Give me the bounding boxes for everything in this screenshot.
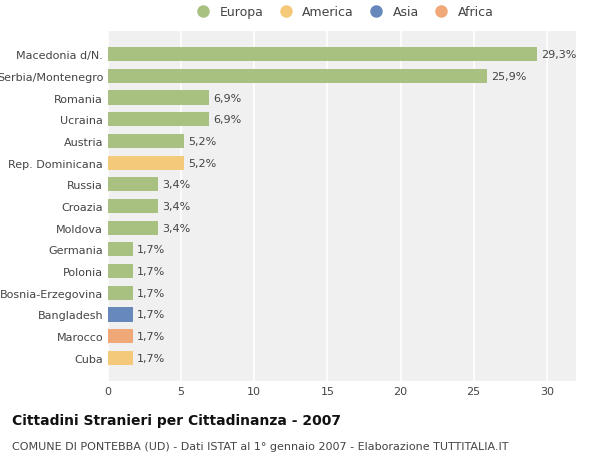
Text: 25,9%: 25,9% bbox=[491, 72, 527, 82]
Bar bbox=[108, 134, 184, 149]
Text: COMUNE DI PONTEBBA (UD) - Dati ISTAT al 1° gennaio 2007 - Elaborazione TUTTITALI: COMUNE DI PONTEBBA (UD) - Dati ISTAT al … bbox=[12, 441, 509, 451]
Bar bbox=[108, 330, 133, 343]
Text: 1,7%: 1,7% bbox=[137, 245, 166, 255]
Bar bbox=[108, 286, 133, 300]
Bar bbox=[108, 308, 133, 322]
Text: 6,9%: 6,9% bbox=[214, 115, 242, 125]
Text: 1,7%: 1,7% bbox=[137, 267, 166, 276]
Bar bbox=[108, 243, 133, 257]
Bar bbox=[108, 200, 158, 213]
Legend: Europa, America, Asia, Africa: Europa, America, Asia, Africa bbox=[191, 6, 493, 19]
Text: 3,4%: 3,4% bbox=[162, 223, 190, 233]
Text: 1,7%: 1,7% bbox=[137, 288, 166, 298]
Bar bbox=[108, 178, 158, 192]
Bar bbox=[108, 70, 487, 84]
Text: 1,7%: 1,7% bbox=[137, 353, 166, 363]
Bar bbox=[108, 221, 158, 235]
Bar bbox=[108, 351, 133, 365]
Text: 1,7%: 1,7% bbox=[137, 331, 166, 341]
Text: 5,2%: 5,2% bbox=[188, 137, 217, 146]
Bar bbox=[108, 156, 184, 170]
Text: Cittadini Stranieri per Cittadinanza - 2007: Cittadini Stranieri per Cittadinanza - 2… bbox=[12, 413, 341, 427]
Text: 6,9%: 6,9% bbox=[214, 93, 242, 103]
Bar bbox=[108, 113, 209, 127]
Bar bbox=[108, 91, 209, 106]
Bar bbox=[108, 48, 536, 62]
Bar bbox=[108, 264, 133, 279]
Text: 29,3%: 29,3% bbox=[541, 50, 576, 60]
Text: 3,4%: 3,4% bbox=[162, 180, 190, 190]
Text: 5,2%: 5,2% bbox=[188, 158, 217, 168]
Text: 3,4%: 3,4% bbox=[162, 202, 190, 212]
Text: 1,7%: 1,7% bbox=[137, 310, 166, 320]
